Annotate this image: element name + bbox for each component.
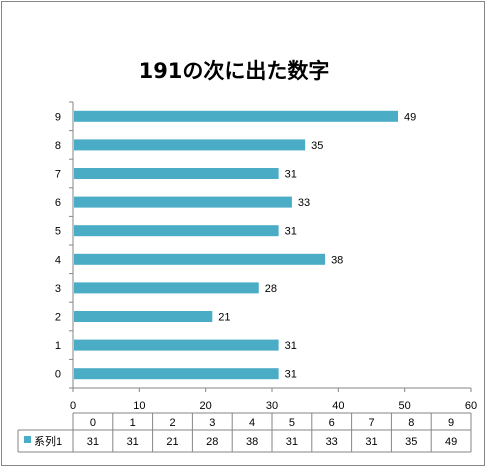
y-tick-label: 0 (55, 369, 61, 381)
table-value-cell: 31 (365, 436, 377, 448)
bar (74, 311, 213, 322)
legend-key (24, 436, 31, 443)
y-tick-label: 4 (55, 254, 61, 266)
table-header-cell: 8 (408, 417, 414, 429)
x-tick-label: 30 (266, 400, 278, 412)
x-tick-label: 0 (70, 400, 76, 412)
bar (74, 110, 399, 122)
data-label: 31 (285, 169, 297, 181)
table-value-cell: 49 (445, 436, 457, 448)
bar (74, 282, 259, 294)
table-header-cell: 1 (130, 417, 136, 429)
table-value-cell: 31 (87, 436, 99, 448)
table-value-cell: 31 (286, 436, 298, 448)
table-header-cell: 2 (169, 417, 175, 429)
table-value-cell: 21 (166, 436, 178, 448)
data-label: 35 (311, 140, 323, 152)
x-tick-label: 20 (200, 400, 212, 412)
bar (74, 196, 292, 208)
data-label: 28 (265, 283, 277, 295)
data-label: 31 (285, 369, 297, 381)
y-tick-label: 5 (55, 226, 61, 238)
x-tick-label: 50 (399, 400, 411, 412)
y-tick-label: 7 (55, 169, 61, 181)
table-header-cell: 9 (448, 417, 454, 429)
data-label: 21 (218, 312, 230, 324)
data-label: 49 (404, 111, 416, 123)
data-label: 31 (285, 226, 297, 238)
y-tick-label: 8 (55, 140, 61, 152)
table-header-cell: 4 (249, 417, 255, 429)
table-value-cell: 33 (326, 436, 338, 448)
table-value-cell: 35 (405, 436, 417, 448)
legend-series-name: 系列1 (34, 434, 62, 448)
table-value-cell: 28 (206, 436, 218, 448)
table-header-cell: 7 (368, 417, 374, 429)
data-label: 38 (331, 254, 343, 266)
bar (74, 339, 279, 351)
chart-title: 191の次に出た数字 (139, 59, 330, 83)
y-tick-label: 6 (55, 197, 61, 209)
y-tick-label: 3 (55, 283, 61, 295)
table-value-cell: 31 (127, 436, 139, 448)
data-label: 31 (285, 340, 297, 352)
data-table: 0 31 1 31 2 21 3 28 4 38 5 31 6 33 7 31 8 35 9 49 系列1 (17, 412, 472, 453)
bar (74, 139, 306, 151)
x-tick-label: 40 (332, 400, 344, 412)
bar (74, 253, 326, 265)
y-tick-label: 1 (55, 340, 61, 352)
data-label: 33 (298, 197, 310, 209)
table-header-cell: 6 (329, 417, 335, 429)
table-header-cell: 0 (90, 417, 96, 429)
table-header-cell: 5 (289, 417, 295, 429)
table-header-cell: 3 (209, 417, 215, 429)
y-tick-label: 9 (55, 111, 61, 123)
x-tick-label: 60 (465, 400, 477, 412)
table-value-cell: 38 (246, 436, 258, 448)
bar (74, 368, 279, 380)
x-tick-label: 10 (133, 400, 145, 412)
y-tick-label: 2 (55, 312, 61, 324)
bar (74, 168, 279, 179)
plot-area: 0 31 1 31 2 21 3 28 4 38 5 31 6 33 7 31 8 35 9 49 0 10 20 30 40 5… (55, 101, 477, 412)
bar (74, 225, 279, 237)
